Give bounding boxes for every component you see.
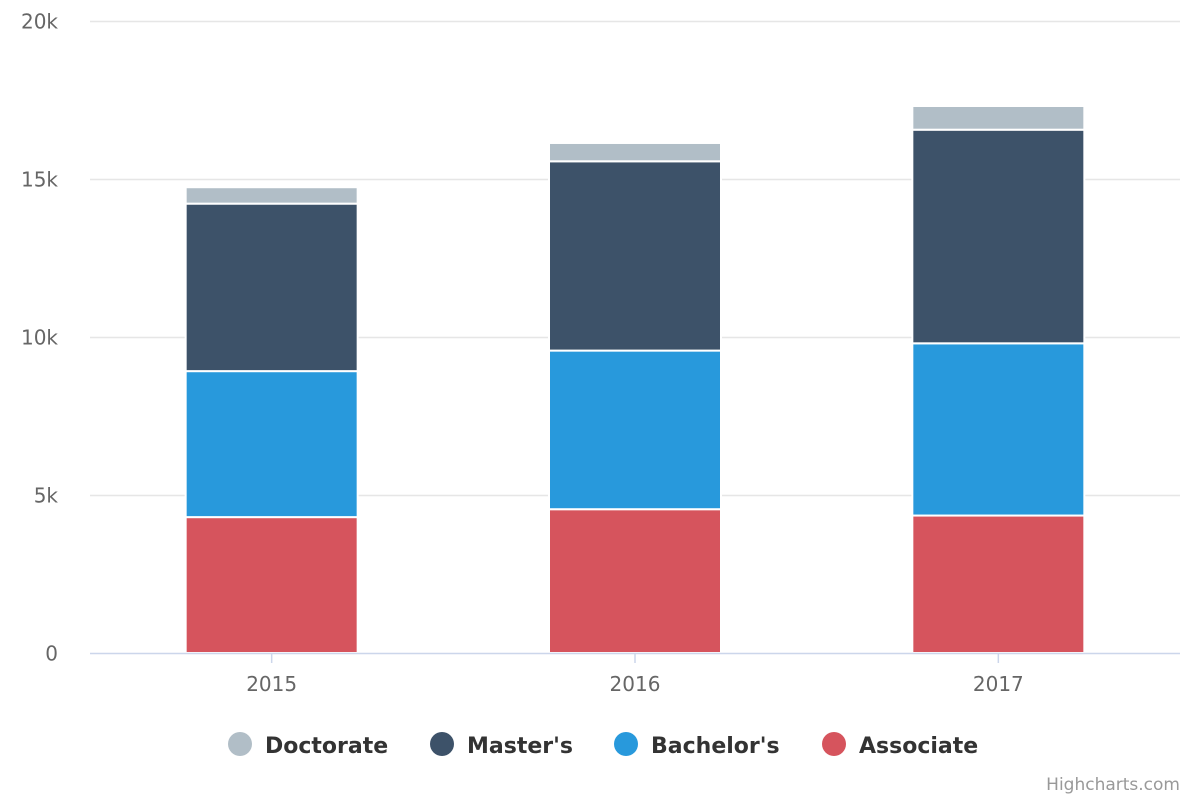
legend: Doctorate Master's Bachelor's Associate xyxy=(228,732,978,759)
bar-doctorate-2016 xyxy=(548,141,722,163)
axes: 0 5k 10k 15k 20k 2015 2016 2017 xyxy=(21,10,1180,696)
bar-associate-2017 xyxy=(911,514,1086,654)
credits-link[interactable]: Highcharts.com xyxy=(1046,775,1180,795)
bar-associate-2016 xyxy=(548,508,722,654)
legend-marker-bachelor-s xyxy=(614,732,638,756)
legend-label-doctorate: Doctorate xyxy=(265,734,388,759)
legend-label-associate: Associate xyxy=(859,734,978,759)
legend-marker-doctorate xyxy=(228,732,252,756)
bars xyxy=(184,105,1086,654)
legend-marker-associate xyxy=(822,732,846,756)
bar-master-s-2016 xyxy=(548,160,722,352)
y-tick-label-10k: 10k xyxy=(21,326,58,350)
bar-doctorate-2017 xyxy=(911,105,1086,131)
bar-master-s-2017 xyxy=(911,128,1086,345)
y-tick-label-5k: 5k xyxy=(34,484,59,508)
x-tick-label-2015: 2015 xyxy=(246,672,297,696)
legend-item-associate[interactable]: Associate xyxy=(822,732,978,759)
bar-associate-2015 xyxy=(184,516,359,654)
bar-doctorate-2015 xyxy=(184,186,359,205)
bar-bachelor-s-2015 xyxy=(184,370,359,519)
bar-bachelor-s-2016 xyxy=(548,349,722,511)
x-tick-label-2016: 2016 xyxy=(610,672,661,696)
legend-item-doctorate[interactable]: Doctorate xyxy=(228,732,388,759)
legend-label-bachelor-s: Bachelor's xyxy=(651,734,780,759)
y-tick-label-15k: 15k xyxy=(21,168,58,192)
legend-item-master-s[interactable]: Master's xyxy=(430,732,573,759)
legend-marker-master-s xyxy=(430,732,454,756)
legend-item-bachelor-s[interactable]: Bachelor's xyxy=(614,732,780,759)
y-tick-label-20k: 20k xyxy=(21,10,58,34)
bar-master-s-2015 xyxy=(184,202,359,373)
legend-label-master-s: Master's xyxy=(467,734,573,759)
x-tick-label-2017: 2017 xyxy=(973,672,1024,696)
y-tick-label-0: 0 xyxy=(45,642,58,666)
bar-bachelor-s-2017 xyxy=(911,342,1086,517)
